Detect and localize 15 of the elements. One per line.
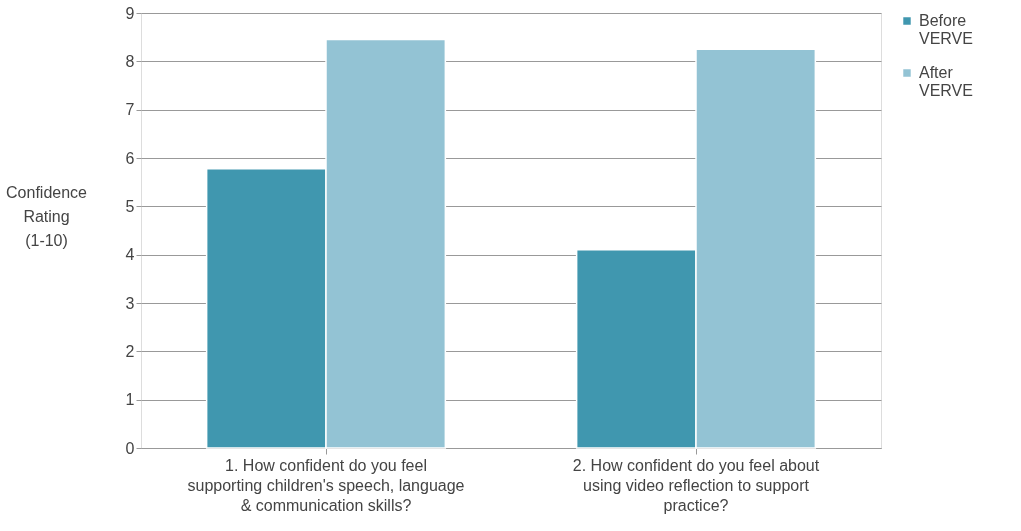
y-tick-label: 4 (125, 246, 135, 264)
y-tick-label: 7 (125, 101, 135, 119)
legend-label: Before VERVE (919, 12, 973, 47)
y-axis-title: Confidence Rating (1-10) (6, 184, 88, 249)
legend-label: After VERVE (919, 64, 973, 99)
y-tick-label: 2 (125, 342, 135, 360)
y-tick-label: 0 (125, 439, 135, 457)
y-tick-label: 6 (125, 149, 135, 167)
y-tick-label: 8 (125, 52, 135, 70)
y-tick-label: 9 (125, 4, 135, 22)
y-tick-label: 5 (125, 197, 135, 215)
y-tick-label: 3 (125, 294, 135, 312)
x-tick-label: 1. How confident do you feel supporting children's speech, language & communication skills? (187, 457, 465, 514)
y-tick-label: 1 (125, 391, 135, 409)
x-tick-label: 2. How confident do you feel about using video reflection to support practice? (572, 457, 820, 514)
